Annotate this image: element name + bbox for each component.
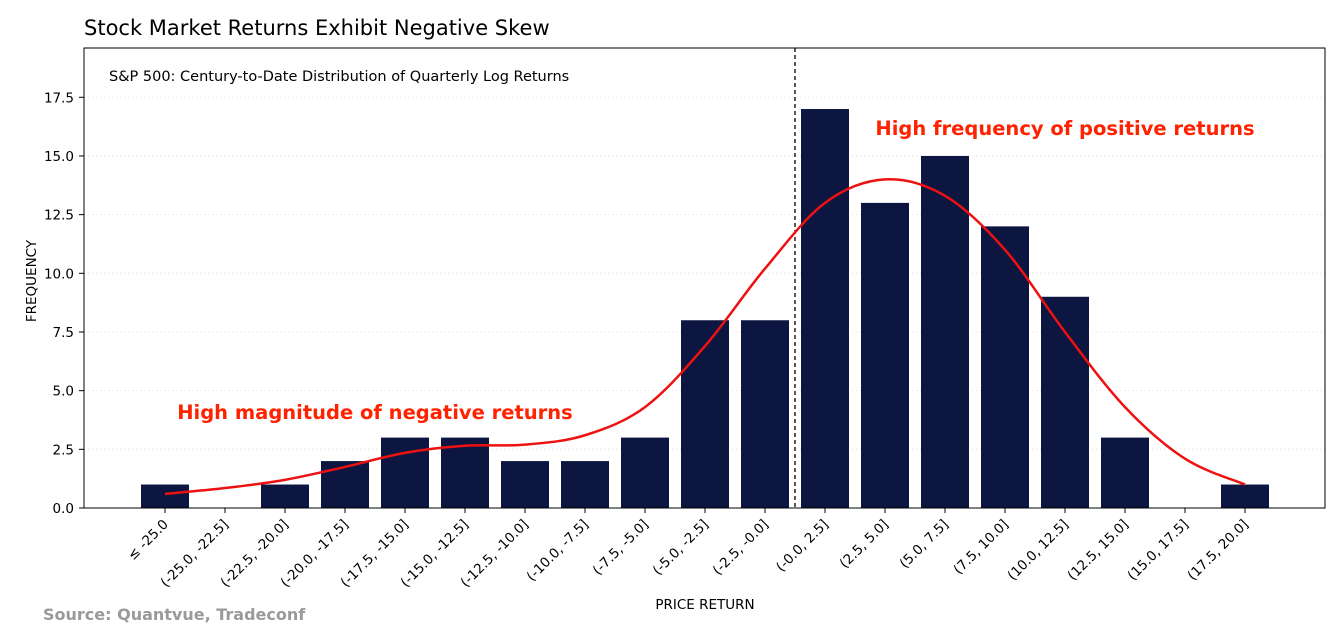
- y-tick-label: 10.0: [44, 266, 74, 282]
- bar: [381, 437, 429, 508]
- bar: [321, 461, 369, 508]
- bar: [441, 437, 489, 508]
- x-tick-label: (-7.5, -5.0]: [590, 517, 652, 579]
- bar: [741, 320, 789, 508]
- y-axis: 0.0 2.5 5.0 7.5 10.0 12.5 15.0 17.5: [44, 90, 84, 517]
- bar: [921, 155, 969, 509]
- x-tick-label: (17.5, 20.0]: [1184, 517, 1251, 584]
- x-tick-label: (7.5, 10.0]: [951, 517, 1012, 578]
- y-tick-label: 2.5: [53, 442, 74, 458]
- chart-title: Stock Market Returns Exhibit Negative Sk…: [84, 16, 550, 40]
- x-tick-label: ≤ -25.0: [125, 517, 172, 564]
- x-tick-label: (15.0, 17.5]: [1124, 517, 1191, 584]
- y-tick-label: 12.5: [44, 208, 74, 224]
- bar: [681, 320, 729, 508]
- x-tick-label: (2.5, 5.0]: [837, 517, 892, 572]
- annotation-text: High magnitude of negative returns: [177, 401, 573, 424]
- annotation-text: High frequency of positive returns: [875, 117, 1254, 140]
- bar: [1221, 484, 1269, 508]
- x-tick-label: (10.0, 12.5]: [1004, 517, 1071, 584]
- y-tick-label: 15.0: [44, 149, 74, 165]
- source-note: Source: Quantvue, Tradeconf: [43, 605, 306, 624]
- bar: [861, 202, 909, 509]
- x-tick-label: (-10.0, -7.5]: [524, 517, 592, 585]
- y-tick-label: 17.5: [44, 90, 74, 106]
- bar: [141, 484, 189, 508]
- x-axis-label: PRICE RETURN: [655, 597, 754, 613]
- x-axis: ≤ -25.0(-25.0, -22.5](-22.5, -20.0](-20.…: [125, 508, 1252, 591]
- x-tick-label: (-0.0, 2.5]: [773, 517, 832, 576]
- x-tick-label: (-5.0, -2.5]: [650, 517, 712, 579]
- kde-curve: [164, 178, 1246, 496]
- x-tick-label: (5.0, 7.5]: [897, 517, 952, 572]
- y-axis-label: FREQUENCY: [24, 239, 40, 322]
- y-tick-label: 5.0: [53, 384, 74, 400]
- y-tick-label: 0.0: [53, 501, 74, 517]
- bar: [501, 461, 549, 508]
- x-tick-label: (12.5, 15.0]: [1064, 517, 1131, 584]
- bars: [141, 109, 1269, 509]
- bar: [1041, 296, 1089, 508]
- bar: [561, 461, 609, 508]
- bar: [261, 484, 309, 508]
- annotations: High magnitude of negative returns High f…: [177, 117, 1254, 424]
- y-tick-label: 7.5: [53, 325, 74, 341]
- chart-subtitle: S&P 500: Century-to-Date Distribution of…: [109, 69, 569, 85]
- bar: [1101, 437, 1149, 508]
- x-tick-label: (-2.5, -0.0]: [710, 517, 772, 579]
- bar: [621, 437, 669, 508]
- bar: [981, 226, 1029, 508]
- bar: [801, 109, 849, 508]
